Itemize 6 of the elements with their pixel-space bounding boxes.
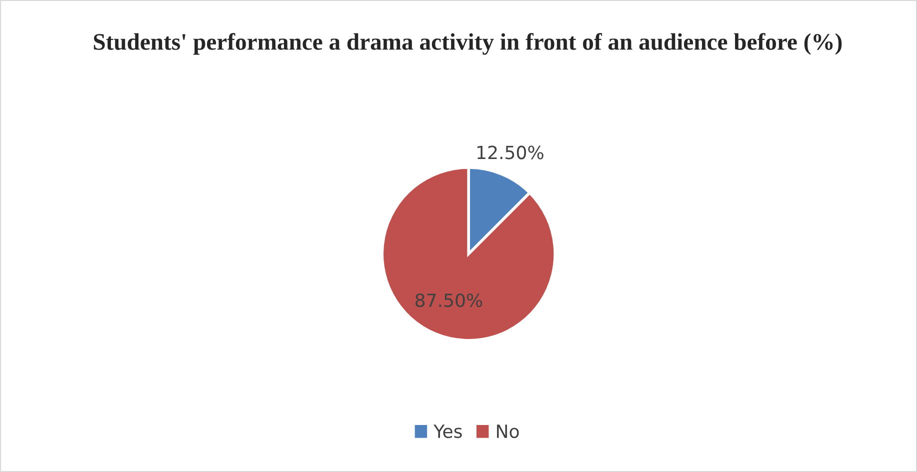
legend-label: Yes [434,424,462,438]
pie-slice [380,166,556,342]
data-label: 87.50% [416,293,482,308]
data-label: 12.50% [478,146,544,160]
legend-label: No [497,424,519,438]
chart-title: Students' performance a drama activity in front of an audience before (%) [94,33,842,55]
